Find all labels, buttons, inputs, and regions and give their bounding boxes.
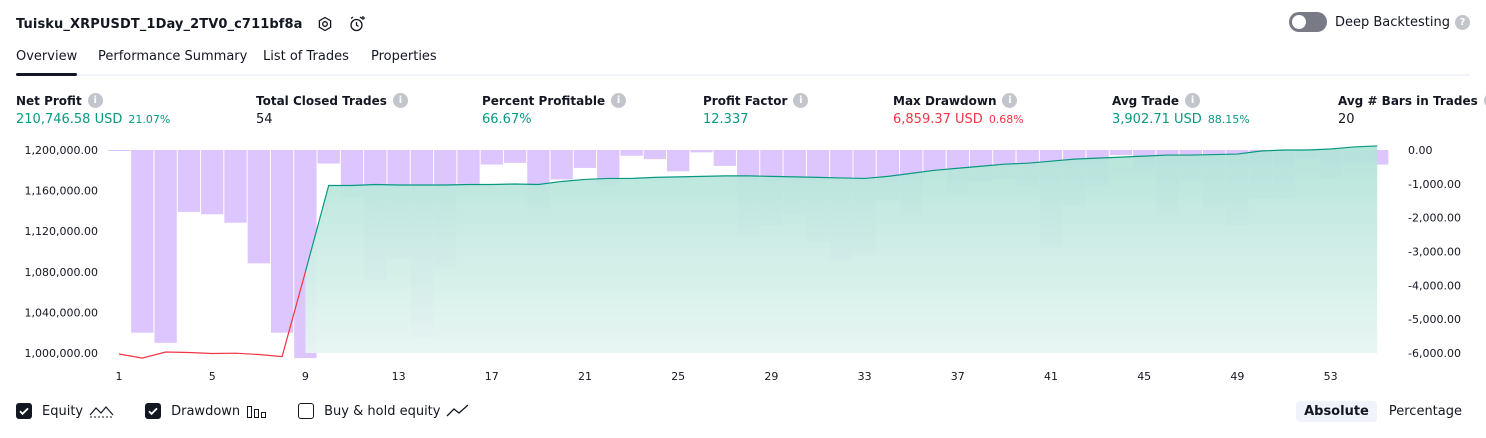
x-tick-label: 5	[209, 370, 216, 383]
checkbox-unchecked-icon[interactable]	[298, 403, 315, 419]
drawdown-bar	[620, 150, 643, 156]
left-axis: 1,200,000.00 1,160,000.00 1,120,000.00 1,08…	[25, 144, 98, 360]
drawdown-bar	[457, 150, 480, 184]
right-tick-label: -3,000.00	[1408, 246, 1461, 259]
x-tick-label: 1	[116, 370, 123, 383]
drawdown-bar	[667, 150, 690, 172]
drawdown-bar	[154, 150, 177, 343]
drawdown-bar	[690, 150, 713, 153]
stat-profit-factor: Profit Factor i 12.337	[703, 93, 809, 127]
absolute-button[interactable]: Absolute	[1296, 401, 1377, 422]
drawdown-bars-icon	[247, 406, 267, 418]
right-tick-label: -6,000.00	[1408, 347, 1461, 360]
drawdown-bar	[108, 150, 131, 151]
stat-percent-profitable: Percent Profitable i 66.67%	[482, 93, 627, 127]
drawdown-bar	[1109, 150, 1133, 156]
deep-backtesting-toggle[interactable]	[1288, 12, 1327, 32]
tab-overview[interactable]: Overview	[16, 49, 78, 76]
right-axis: 0.00 -1,000.00 -2,000.00 -3,000.00 -4,000.00…	[1408, 144, 1461, 360]
right-tick-label: -1,000.00	[1408, 178, 1461, 191]
checkbox-checked-icon[interactable]	[145, 403, 162, 419]
checkbox-checked-icon[interactable]	[16, 403, 32, 419]
drawdown-bar	[550, 150, 573, 180]
left-tick-label: 1,040,000.00	[25, 306, 98, 319]
drawdown-bar	[270, 150, 294, 333]
x-tick-label: 33	[858, 370, 872, 383]
info-icon[interactable]: i	[1002, 93, 1018, 108]
legend-equity[interactable]: Equity	[16, 403, 115, 419]
equity-line-loss	[118, 271, 306, 359]
left-tick-label: 1,200,000.00	[25, 144, 98, 157]
info-icon[interactable]: i	[1185, 93, 1201, 108]
info-icon[interactable]: i	[793, 93, 809, 108]
x-tick-label: 37	[951, 370, 965, 383]
equity-line-icon	[89, 406, 115, 418]
info-icon[interactable]: i	[87, 93, 103, 108]
drawdown-bar	[224, 150, 247, 223]
x-tick-label: 53	[1324, 370, 1338, 383]
drawdown-bar	[247, 150, 270, 264]
drawdown-bar	[713, 150, 736, 166]
right-tick-label: 0.00	[1408, 144, 1433, 157]
x-tick-label: 41	[1044, 370, 1058, 383]
right-tick-label: -5,000.00	[1408, 313, 1461, 326]
tab-properties[interactable]: Properties	[371, 49, 437, 64]
stat-total-closed-trades: Total Closed Trades i 54	[256, 93, 408, 127]
deep-backtesting: Deep Backtesting ?	[1288, 12, 1470, 32]
help-icon[interactable]: ?	[1455, 14, 1470, 30]
strategy-header: Tuisku_XRPUSDT_1Day_2TV0_c711bf8a	[16, 10, 367, 38]
x-tick-label: 25	[671, 370, 685, 383]
tab-bar: Overview Performance Summary List of Tra…	[16, 46, 1470, 76]
drawdown-bar	[317, 150, 340, 164]
x-tick-label: 21	[578, 370, 592, 383]
equity-area	[305, 145, 1378, 353]
deep-backtesting-label: Deep Backtesting	[1334, 14, 1450, 30]
tab-list-of-trades[interactable]: List of Trades	[263, 49, 349, 64]
drawdown-bar	[923, 150, 946, 172]
drawdown-bar	[131, 150, 154, 333]
right-tick-label: -2,000.00	[1408, 212, 1461, 225]
x-tick-label: 13	[392, 370, 406, 383]
equity-line	[118, 145, 1378, 359]
info-icon[interactable]: i	[611, 93, 627, 108]
chart-legend: Equity Drawdown Buy & hold equity	[16, 403, 500, 419]
equity-line-gain	[304, 145, 1378, 272]
drawdown-bar	[201, 150, 224, 215]
left-tick-label: 1,160,000.00	[25, 185, 98, 198]
equity-area-fill	[305, 145, 1378, 353]
drawdown-bar	[573, 150, 597, 168]
strategy-title: Tuisku_XRPUSDT_1Day_2TV0_c711bf8a	[16, 16, 303, 32]
legend-buy-hold-equity[interactable]: Buy & hold equity	[298, 403, 470, 419]
tab-performance-summary[interactable]: Performance Summary	[98, 49, 248, 64]
info-icon[interactable]: i	[392, 93, 408, 108]
x-tick-label: 9	[302, 370, 309, 383]
gear-icon[interactable]	[315, 14, 335, 34]
left-tick-label: 1,120,000.00	[25, 225, 98, 238]
drawdown-bar	[503, 150, 527, 163]
stat-max-drawdown: Max Drawdown i 6,859.37 USD 0.68%	[893, 93, 1024, 127]
buy-hold-line-icon	[447, 404, 469, 417]
stat-net-profit: Net Profit i 210,746.58 USD 21.07%	[16, 93, 171, 127]
left-tick-label: 1,000,000.00	[25, 347, 98, 360]
drawdown-bar	[480, 150, 503, 165]
stat-avg-trade: Avg Trade i 3,902.71 USD 88.15%	[1112, 93, 1250, 127]
view-mode-switch: Absolute Percentage	[1292, 401, 1470, 422]
drawdown-bar	[643, 150, 667, 160]
percentage-button[interactable]: Percentage	[1388, 404, 1462, 419]
drawdown-bar	[597, 150, 620, 187]
x-tick-label: 29	[764, 370, 778, 383]
info-icon[interactable]: i	[1483, 93, 1486, 108]
right-tick-label: -4,000.00	[1408, 279, 1461, 292]
x-tick-label: 49	[1230, 370, 1244, 383]
x-tick-label: 17	[485, 370, 499, 383]
left-tick-label: 1,080,000.00	[25, 266, 98, 279]
legend-drawdown[interactable]: Drawdown	[145, 403, 268, 419]
x-tick-label: 45	[1137, 370, 1151, 383]
x-axis: 1 5 9 13 17 21 25 29 33 37 41 45 49 53	[116, 370, 1338, 383]
alarm-add-icon[interactable]	[347, 14, 367, 34]
drawdown-bar	[177, 150, 201, 212]
equity-drawdown-chart[interactable]: 1,200,000.00 1,160,000.00 1,120,000.00 1,08…	[0, 138, 1486, 398]
